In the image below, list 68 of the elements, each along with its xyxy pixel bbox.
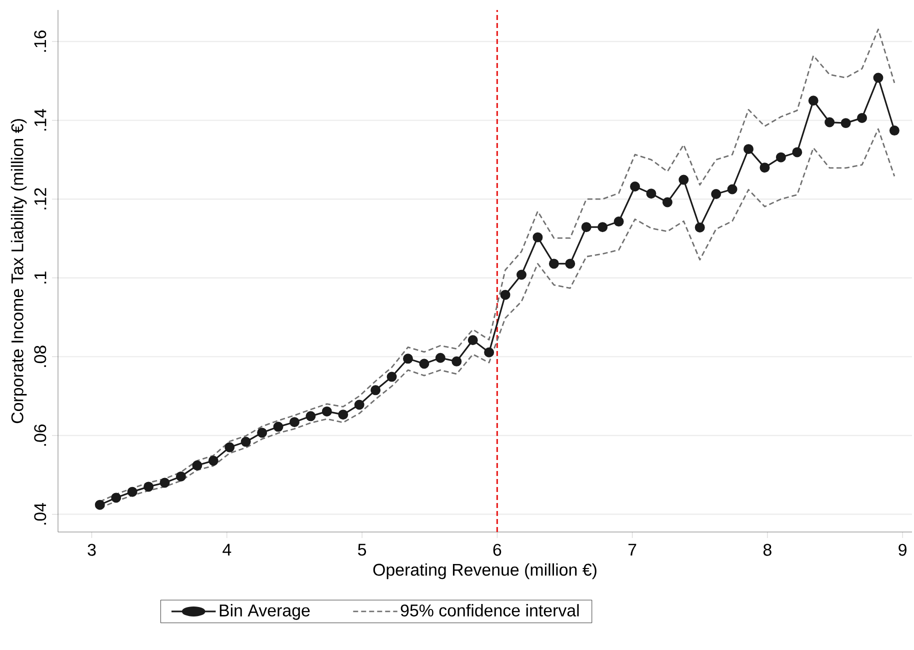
x-tick-label: 8 (763, 544, 772, 556)
point (322, 406, 332, 416)
point (824, 117, 835, 128)
y-tick-label: .06 (34, 424, 46, 446)
point (614, 216, 624, 227)
x-tick-label: 7 (628, 544, 636, 556)
x-tick-label: 5 (358, 544, 366, 556)
point (160, 478, 170, 488)
point (338, 410, 348, 420)
point (192, 460, 202, 470)
point (516, 270, 526, 280)
point (760, 162, 770, 173)
point (176, 471, 186, 482)
point (694, 222, 705, 232)
point (840, 118, 851, 128)
point (208, 456, 218, 466)
point (711, 188, 722, 199)
x-tick-label: 4 (222, 544, 232, 556)
point (419, 358, 430, 369)
point (678, 174, 689, 185)
y-axis-title: Corporate Income Tax Liability (million €) (10, 119, 27, 424)
point (581, 222, 592, 232)
point (744, 144, 754, 154)
point (500, 290, 510, 300)
point (452, 356, 462, 366)
y-tick-label: .1 (34, 272, 46, 284)
y-tick-label: .12 (34, 188, 46, 210)
point (354, 400, 364, 410)
point (808, 96, 818, 106)
point (111, 492, 122, 503)
point (873, 72, 884, 83)
point (565, 258, 576, 269)
point (224, 442, 235, 452)
x-tick-label: 9 (898, 544, 906, 556)
y-tick-label: .14 (34, 109, 46, 131)
point (792, 147, 802, 158)
point (662, 197, 672, 208)
point (273, 422, 284, 432)
point (889, 126, 900, 136)
y-tick-label: .16 (34, 30, 46, 52)
point (144, 482, 154, 492)
point (386, 372, 397, 382)
point (598, 222, 608, 232)
legend-label: Bin Average (220, 604, 310, 620)
y-tick-label: .04 (34, 502, 46, 524)
point (776, 152, 786, 162)
point (289, 417, 300, 428)
point (727, 184, 738, 194)
x-tick-label: 6 (493, 544, 502, 556)
point (484, 347, 494, 358)
point (646, 188, 656, 199)
x-tick-label: 3 (88, 544, 96, 556)
point (532, 232, 543, 242)
point (94, 500, 105, 510)
point (306, 411, 316, 422)
point (257, 428, 268, 438)
point (435, 352, 446, 363)
point (370, 385, 381, 396)
legend-label: 95% confidence interval (400, 604, 579, 616)
point (468, 335, 478, 346)
point (127, 486, 138, 497)
y-tick-label: .08 (34, 346, 46, 367)
point (548, 258, 559, 269)
point (240, 436, 251, 447)
point (857, 112, 868, 123)
point (402, 354, 413, 364)
point (630, 181, 640, 192)
x-axis-title: Operating Revenue (million €) (373, 563, 596, 580)
